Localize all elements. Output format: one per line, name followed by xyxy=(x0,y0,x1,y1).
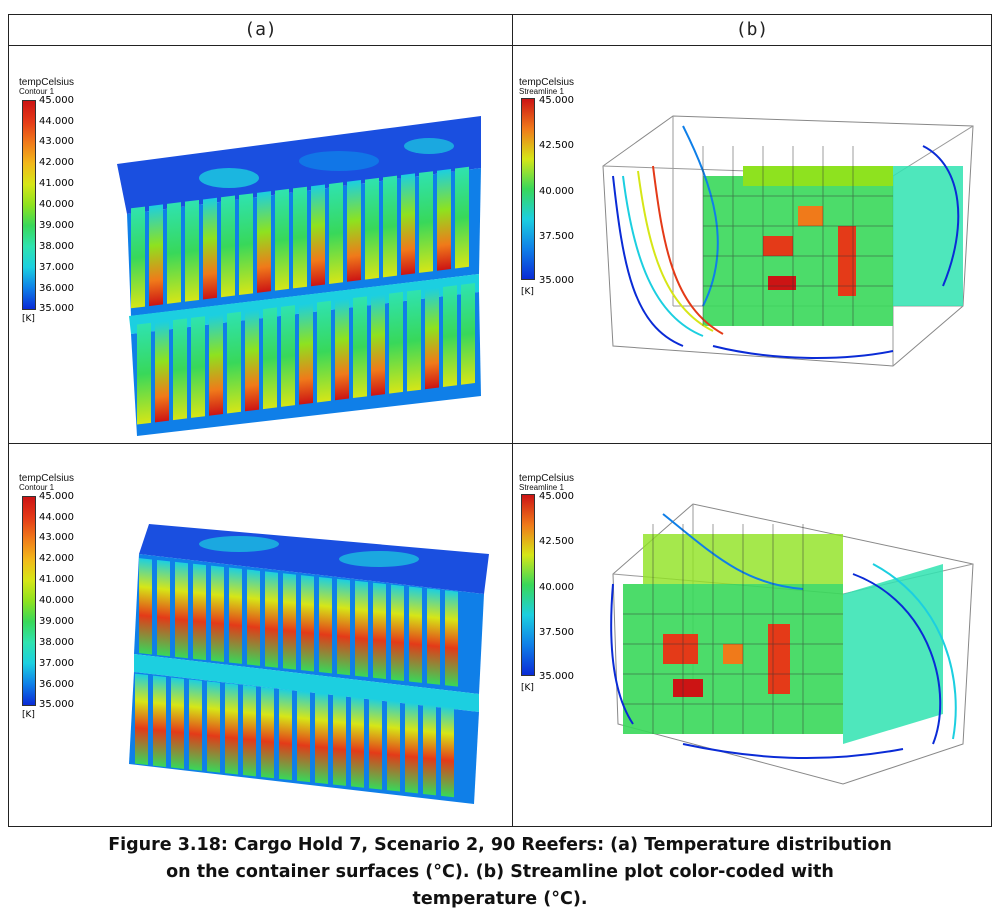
tick-label: 35.000 xyxy=(39,303,74,314)
tick-label: 42.000 xyxy=(39,157,74,168)
caption-line: temperature (°C). xyxy=(412,889,588,909)
tick-label: 41.000 xyxy=(39,574,74,585)
legend-bottom-left: tempCelsius Contour 1 xyxy=(19,474,74,492)
tick-label: 44.000 xyxy=(39,116,74,127)
tick-label: 45.000 xyxy=(539,491,574,502)
legend-unit: [K] xyxy=(22,710,35,720)
tick-label: 44.000 xyxy=(39,512,74,523)
panel-top-right: tempCelsius Streamline 1 45.000 42.500 4… xyxy=(513,46,991,443)
tick-label: 40.000 xyxy=(539,582,574,593)
column-header-a: (a) xyxy=(244,19,277,40)
legend-unit: [K] xyxy=(521,287,534,297)
column-divider xyxy=(512,15,513,826)
color-scale-bar xyxy=(521,494,535,676)
tick-label: 37.500 xyxy=(539,627,574,638)
tick-label: 43.000 xyxy=(39,532,74,543)
color-scale-bar xyxy=(521,98,535,280)
legend-subtitle: Contour 1 xyxy=(19,87,55,96)
streamline-render xyxy=(602,115,974,367)
legend-title: tempCelsius xyxy=(19,473,75,484)
tick-label: 37.000 xyxy=(39,262,74,273)
tick-label: 45.000 xyxy=(39,491,74,502)
panel-bottom-left: tempCelsius Contour 1 45.000 44.000 43.0… xyxy=(9,444,512,826)
legend-title: tempCelsius xyxy=(519,473,575,484)
tick-label: 39.000 xyxy=(39,616,74,627)
tick-label: 35.000 xyxy=(39,699,74,710)
tick-label: 42.500 xyxy=(539,140,574,151)
color-scale-bar xyxy=(22,100,36,310)
tick-label: 35.000 xyxy=(539,671,574,682)
color-scale-bar xyxy=(22,496,36,706)
tick-label: 45.000 xyxy=(539,95,574,106)
row-divider xyxy=(9,443,991,444)
tick-label: 38.000 xyxy=(39,241,74,252)
column-header-b: (b) xyxy=(735,19,769,40)
tick-label: 40.000 xyxy=(39,595,74,606)
tick-label: 42.500 xyxy=(539,536,574,547)
tick-label: 39.000 xyxy=(39,220,74,231)
tick-label: 41.000 xyxy=(39,178,74,189)
tick-label: 36.000 xyxy=(39,679,74,690)
legend-subtitle: Streamline 1 xyxy=(519,87,564,96)
tick-label: 43.000 xyxy=(39,136,74,147)
tick-label: 37.000 xyxy=(39,658,74,669)
legend-subtitle: Contour 1 xyxy=(19,483,55,492)
tick-label: 38.000 xyxy=(39,637,74,648)
legend-subtitle: Streamline 1 xyxy=(519,483,564,492)
legend-top-right: tempCelsius Streamline 1 xyxy=(519,78,574,96)
legend-unit: [K] xyxy=(521,683,534,693)
legend-title: tempCelsius xyxy=(19,77,75,88)
tick-label: 45.000 xyxy=(39,95,74,106)
figure-table: (a) (b) tempCelsius Contour 1 45.000 44.… xyxy=(8,14,992,827)
tick-label: 40.000 xyxy=(539,186,574,197)
tick-label: 40.000 xyxy=(39,199,74,210)
caption-line: on the container surfaces (°C). (b) Stre… xyxy=(166,862,834,882)
panel-bottom-right: tempCelsius Streamline 1 45.000 42.500 4… xyxy=(513,444,991,826)
caption-line: Figure 3.18: Cargo Hold 7, Scenario 2, 9… xyxy=(108,835,892,855)
container-contour-render xyxy=(129,524,489,804)
legend-title: tempCelsius xyxy=(519,77,575,88)
tick-label: 42.000 xyxy=(39,553,74,564)
streamline-render xyxy=(610,503,974,785)
legend-unit: [K] xyxy=(22,314,35,324)
container-contour-render xyxy=(117,116,481,436)
figure-caption: Figure 3.18: Cargo Hold 7, Scenario 2, 9… xyxy=(0,832,1000,913)
tick-label: 36.000 xyxy=(39,283,74,294)
legend-top-left: tempCelsius Contour 1 xyxy=(19,78,74,96)
tick-label: 35.000 xyxy=(539,275,574,286)
header-divider xyxy=(9,45,991,46)
panel-top-left: tempCelsius Contour 1 45.000 44.000 43.0… xyxy=(9,46,512,443)
tick-label: 37.500 xyxy=(539,231,574,242)
legend-bottom-right: tempCelsius Streamline 1 xyxy=(519,474,574,492)
